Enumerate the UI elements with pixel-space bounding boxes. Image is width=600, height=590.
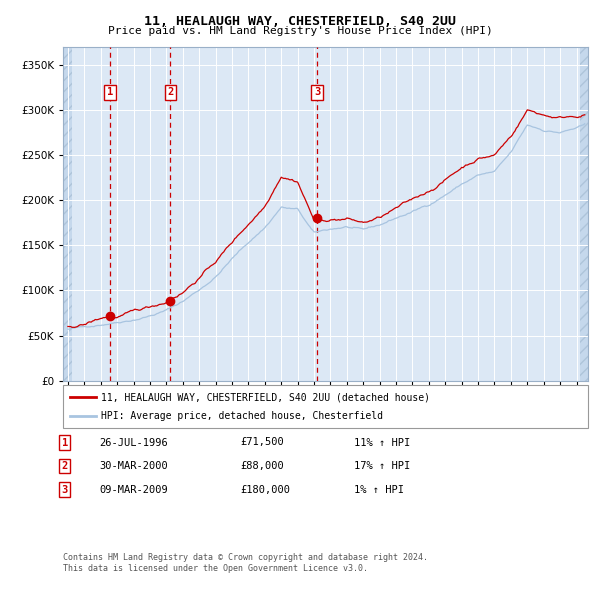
Text: 2: 2 — [62, 461, 68, 471]
Text: 1% ↑ HPI: 1% ↑ HPI — [354, 485, 404, 494]
Text: £71,500: £71,500 — [240, 438, 284, 447]
Text: 11, HEALAUGH WAY, CHESTERFIELD, S40 2UU (detached house): 11, HEALAUGH WAY, CHESTERFIELD, S40 2UU … — [101, 392, 430, 402]
Text: 1: 1 — [62, 438, 68, 447]
Text: 26-JUL-1996: 26-JUL-1996 — [99, 438, 168, 447]
Text: 3: 3 — [62, 485, 68, 494]
Text: 30-MAR-2000: 30-MAR-2000 — [99, 461, 168, 471]
Text: 3: 3 — [314, 87, 320, 97]
Text: 1: 1 — [107, 87, 113, 97]
Text: £88,000: £88,000 — [240, 461, 284, 471]
Text: 11, HEALAUGH WAY, CHESTERFIELD, S40 2UU: 11, HEALAUGH WAY, CHESTERFIELD, S40 2UU — [144, 15, 456, 28]
Bar — [63, 47, 72, 381]
Text: 11% ↑ HPI: 11% ↑ HPI — [354, 438, 410, 447]
Text: £180,000: £180,000 — [240, 485, 290, 494]
Text: Price paid vs. HM Land Registry's House Price Index (HPI): Price paid vs. HM Land Registry's House … — [107, 26, 493, 36]
Text: Contains HM Land Registry data © Crown copyright and database right 2024.: Contains HM Land Registry data © Crown c… — [63, 553, 428, 562]
Text: HPI: Average price, detached house, Chesterfield: HPI: Average price, detached house, Ches… — [101, 411, 383, 421]
Text: 09-MAR-2009: 09-MAR-2009 — [99, 485, 168, 494]
Text: 17% ↑ HPI: 17% ↑ HPI — [354, 461, 410, 471]
Text: This data is licensed under the Open Government Licence v3.0.: This data is licensed under the Open Gov… — [63, 565, 368, 573]
Bar — [580, 47, 588, 381]
Text: 2: 2 — [167, 87, 173, 97]
